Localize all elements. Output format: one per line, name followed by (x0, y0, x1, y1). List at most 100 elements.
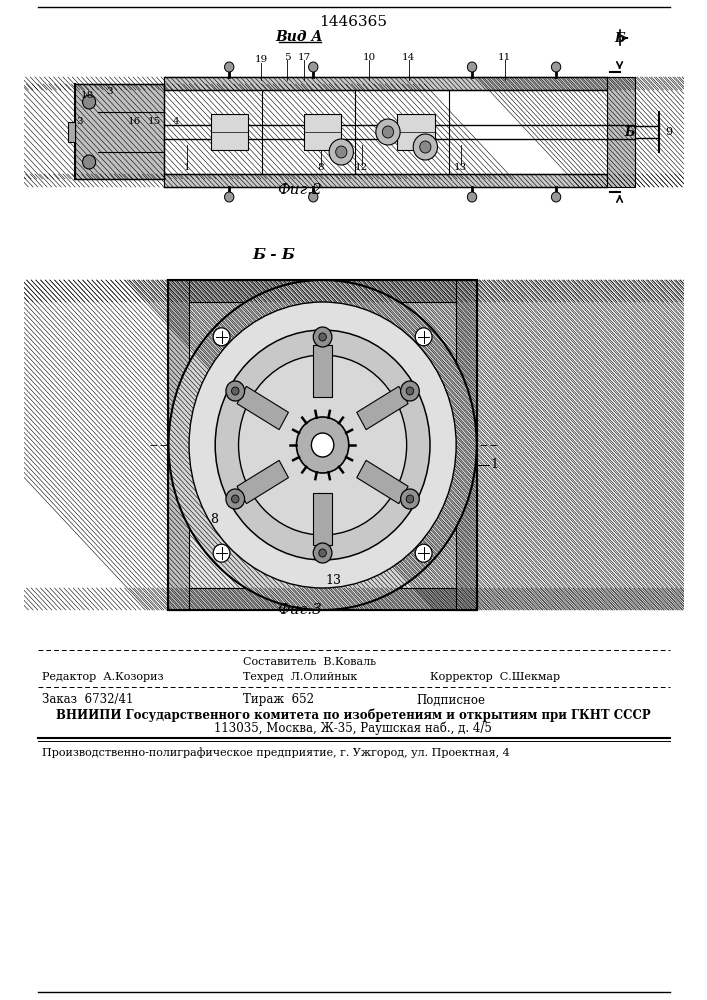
Circle shape (308, 62, 318, 72)
Bar (168, 280, 189, 610)
Circle shape (83, 95, 95, 109)
Circle shape (213, 328, 230, 346)
Text: 10: 10 (363, 52, 376, 62)
Bar (75, 84, 164, 179)
Circle shape (407, 387, 414, 395)
Text: 1446365: 1446365 (320, 15, 387, 29)
Text: 12: 12 (355, 163, 368, 172)
Circle shape (296, 417, 349, 473)
Text: ВНИИПИ Государственного комитета по изобретениям и открытиям при ГКНТ СССР: ВНИИПИ Государственного комитета по изоб… (56, 708, 650, 722)
Circle shape (551, 62, 561, 72)
Bar (456, 280, 477, 610)
Bar (168, 280, 477, 302)
Polygon shape (313, 493, 332, 545)
Circle shape (231, 495, 239, 503)
Circle shape (401, 489, 419, 509)
Text: 14: 14 (402, 52, 415, 62)
Circle shape (467, 62, 477, 72)
Bar (168, 280, 477, 610)
Circle shape (336, 146, 347, 158)
Bar (164, 174, 607, 187)
Text: 1: 1 (491, 458, 498, 472)
Text: Вид А: Вид А (276, 30, 323, 44)
Text: 11: 11 (498, 52, 511, 62)
Circle shape (413, 134, 438, 160)
Text: Производственно-полиграфическое предприятие, г. Ужгород, ул. Проектная, 4: Производственно-полиграфическое предприя… (42, 748, 510, 758)
Circle shape (415, 544, 432, 562)
Bar (304, 114, 341, 150)
Circle shape (308, 192, 318, 202)
Polygon shape (237, 460, 288, 504)
Circle shape (551, 192, 561, 202)
Bar (607, 77, 636, 187)
Text: 3: 3 (76, 117, 83, 126)
Polygon shape (68, 122, 75, 142)
Text: 18: 18 (81, 91, 94, 100)
Bar (168, 588, 477, 610)
Bar (607, 77, 636, 187)
Text: Корректор  С.Шекмар: Корректор С.Шекмар (430, 672, 560, 682)
Polygon shape (237, 386, 288, 430)
Circle shape (420, 141, 431, 153)
Polygon shape (357, 386, 408, 430)
Circle shape (189, 302, 456, 588)
Circle shape (467, 192, 477, 202)
Text: Редактор  А.Козориз: Редактор А.Козориз (42, 672, 164, 682)
Circle shape (226, 489, 245, 509)
Text: 9: 9 (665, 127, 672, 137)
Circle shape (329, 139, 354, 165)
Text: 113035, Москва, Ж-35, Раушская наб., д. 4/5: 113035, Москва, Ж-35, Раушская наб., д. … (214, 721, 492, 735)
Bar (211, 114, 248, 150)
Text: Составитель  В.Коваль: Составитель В.Коваль (243, 657, 376, 667)
Circle shape (407, 495, 414, 503)
Text: Техред  Л.Олийнык: Техред Л.Олийнык (243, 672, 358, 682)
Text: Б - Б: Б - Б (252, 248, 296, 262)
Bar (168, 280, 189, 610)
Text: 8: 8 (210, 513, 218, 526)
Circle shape (401, 381, 419, 401)
Text: Б: Б (614, 31, 625, 44)
Polygon shape (313, 345, 332, 397)
Bar (164, 174, 607, 187)
Text: Фиг.3: Фиг.3 (277, 603, 322, 617)
Text: Тираж  652: Тираж 652 (243, 694, 314, 706)
Circle shape (215, 330, 430, 560)
Bar (168, 280, 477, 302)
Text: 1: 1 (184, 163, 190, 172)
Text: 15: 15 (148, 117, 161, 126)
Circle shape (213, 544, 230, 562)
Text: Заказ  6732/41: Заказ 6732/41 (42, 694, 134, 706)
Text: 16: 16 (127, 117, 141, 126)
Bar (189, 302, 456, 588)
Text: 8: 8 (317, 163, 324, 172)
Circle shape (168, 280, 477, 610)
Circle shape (319, 333, 327, 341)
Polygon shape (357, 460, 408, 504)
Text: 13: 13 (326, 574, 341, 586)
Circle shape (415, 328, 432, 346)
Text: 19: 19 (255, 55, 267, 64)
Circle shape (238, 355, 407, 535)
Circle shape (83, 155, 95, 169)
Bar (456, 280, 477, 610)
Circle shape (376, 119, 400, 145)
Circle shape (319, 549, 327, 557)
Text: 4: 4 (173, 117, 180, 126)
Text: 5: 5 (284, 52, 291, 62)
Circle shape (311, 433, 334, 457)
Circle shape (226, 381, 245, 401)
Circle shape (382, 126, 394, 138)
Bar (164, 77, 607, 90)
Text: 13: 13 (454, 163, 467, 172)
Text: 3: 3 (106, 88, 113, 97)
Bar (397, 114, 435, 150)
Bar (168, 588, 477, 610)
Circle shape (313, 543, 332, 563)
Text: Подписное: Подписное (416, 694, 485, 706)
Circle shape (225, 192, 234, 202)
Text: Б: Б (624, 125, 635, 138)
Text: Фиг.2: Фиг.2 (277, 183, 322, 197)
Circle shape (225, 62, 234, 72)
Text: 17: 17 (298, 52, 310, 62)
Bar (75, 84, 164, 179)
